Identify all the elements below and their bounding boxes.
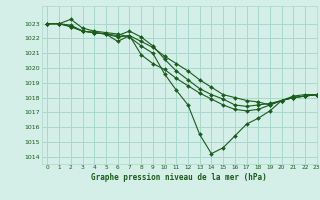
X-axis label: Graphe pression niveau de la mer (hPa): Graphe pression niveau de la mer (hPa): [91, 173, 267, 182]
